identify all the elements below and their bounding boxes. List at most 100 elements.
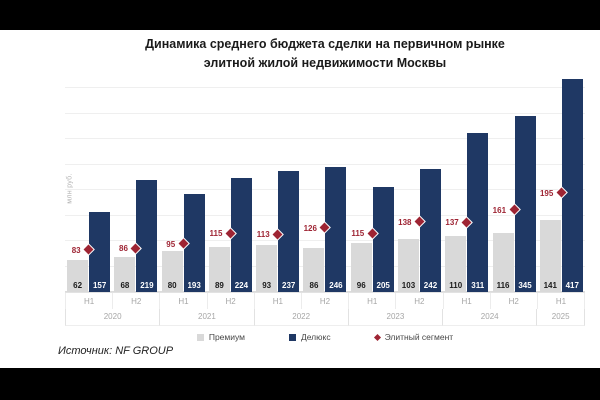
half-label-2020-H1: H1 bbox=[65, 293, 114, 309]
letterbox-top bbox=[0, 0, 600, 30]
elite-value-label: 126 bbox=[303, 223, 317, 233]
deluxe-bar: 237 bbox=[278, 171, 300, 292]
bars-pair: 103 242 bbox=[396, 168, 443, 292]
bar-group-2021-H2: 89 224 115 bbox=[207, 57, 254, 292]
bars-pair: 96 205 bbox=[349, 187, 396, 292]
premium-bar-value: 141 bbox=[543, 281, 557, 290]
deluxe-bar: 224 bbox=[230, 177, 252, 292]
deluxe-bar: 246 bbox=[325, 166, 347, 292]
letterbox-bottom bbox=[0, 368, 600, 400]
premium-bar-value: 62 bbox=[73, 281, 83, 290]
bar-group-2022-H2: 86 246 126 bbox=[301, 57, 348, 292]
elite-value-label: 138 bbox=[398, 217, 412, 227]
bars-pair: 93 237 bbox=[254, 171, 301, 292]
deluxe-swatch-icon bbox=[288, 333, 296, 341]
premium-bar: 103 bbox=[397, 239, 419, 292]
chart-title: Динамика среднего бюджета сделки на перв… bbox=[65, 35, 585, 74]
premium-bar: 96 bbox=[350, 243, 372, 292]
year-label-2025: 2025 bbox=[537, 309, 585, 326]
bars-pair: 62 157 bbox=[65, 211, 112, 292]
half-label-2021-H2: H2 bbox=[208, 293, 255, 309]
bar-group-2021-H1: 80 193 95 bbox=[160, 57, 207, 292]
premium-bar: 80 bbox=[161, 251, 183, 292]
bar-group-2024-H2: 116 345 161 bbox=[490, 57, 537, 292]
deluxe-bar: 205 bbox=[372, 187, 394, 292]
gridline-150 bbox=[65, 214, 585, 216]
legend-elite-label: Элитный сегмент bbox=[384, 332, 454, 342]
x-axis-half-row: H1 H2 H1 H2 H1 H2 H1 H2 H1 H2 H1 bbox=[65, 292, 586, 309]
legend: Премиум Делюкс Элитный сегмент bbox=[65, 332, 585, 342]
half-label-2021-H1: H1 bbox=[160, 293, 208, 309]
deluxe-bar: 345 bbox=[514, 116, 536, 292]
deluxe-bar-value: 237 bbox=[282, 281, 296, 290]
elite-value-label: 115 bbox=[351, 229, 365, 239]
deluxe-bar-value: 242 bbox=[423, 281, 438, 290]
premium-bar: 110 bbox=[445, 235, 467, 292]
source-note: Источник: NF GROUP bbox=[58, 345, 174, 357]
bars-pair: 80 193 bbox=[160, 193, 207, 292]
premium-bar-value: 103 bbox=[401, 281, 416, 290]
deluxe-bar: 417 bbox=[561, 79, 583, 292]
legend-item-deluxe: Делюкс bbox=[288, 332, 331, 342]
year-label-2024: 2024 bbox=[443, 309, 538, 326]
deluxe-bar: 311 bbox=[467, 133, 489, 292]
bar-group-2020-H2: 68 219 86 bbox=[112, 57, 159, 292]
half-label-2024-H1: H1 bbox=[444, 293, 491, 309]
bar-group-2025-H1: 141 417 195 bbox=[538, 57, 585, 292]
elite-value-label: 195 bbox=[539, 188, 554, 198]
elite-value-label: 86 bbox=[119, 244, 128, 254]
gridline-350 bbox=[65, 112, 585, 114]
bars-pair: 110 311 bbox=[443, 133, 490, 292]
deluxe-bar-value: 224 bbox=[234, 281, 249, 290]
bars-pair: 86 246 bbox=[301, 166, 348, 292]
year-label-2022: 2022 bbox=[254, 309, 349, 326]
premium-bar: 62 bbox=[67, 260, 89, 292]
bar-group-2020-H1: 62 157 83 bbox=[65, 57, 112, 292]
gridline-250 bbox=[65, 163, 585, 165]
premium-bar: 93 bbox=[256, 244, 278, 292]
premium-bar: 116 bbox=[492, 232, 514, 292]
deluxe-bar-value: 417 bbox=[565, 281, 579, 290]
chart-title-line2: элитной жилой недвижимости Москвы bbox=[203, 56, 447, 71]
legend-item-elite: Элитный сегмент bbox=[373, 332, 454, 342]
legend-deluxe-label: Делюкс bbox=[300, 332, 331, 342]
gridline-100 bbox=[65, 240, 585, 241]
bar-group-2023-H1: 96 205 115 bbox=[349, 57, 396, 292]
x-axis: H1 H2 H1 H2 H1 H2 H1 H2 H1 H2 H1 2020 2021 2022 2023 2… bbox=[65, 292, 586, 326]
deluxe-bar-value: 193 bbox=[187, 281, 201, 290]
legend-premium-label: Премиум bbox=[208, 332, 245, 342]
deluxe-bar: 219 bbox=[136, 180, 158, 292]
deluxe-bar-value: 157 bbox=[92, 281, 107, 290]
deluxe-bar: 242 bbox=[419, 168, 441, 292]
bar-groups: 62 157 83 68 219 86 80 193 95 89 224 115 93 237 113 86 2… bbox=[65, 57, 585, 292]
premium-bar-value: 93 bbox=[262, 281, 272, 290]
deluxe-bar-value: 219 bbox=[140, 281, 154, 290]
elite-value-label: 113 bbox=[256, 230, 270, 240]
bar-group-2024-H1: 110 311 137 bbox=[443, 57, 490, 292]
elite-value-label: 83 bbox=[71, 245, 81, 255]
half-label-2025-H1: H1 bbox=[538, 293, 586, 309]
chart-title-line1: Динамика среднего бюджета сделки на перв… bbox=[145, 37, 505, 51]
half-label-2024-H2: H2 bbox=[491, 293, 538, 309]
premium-bar-value: 68 bbox=[120, 281, 130, 290]
bars-pair: 141 417 bbox=[538, 79, 585, 292]
half-label-2020-H2: H2 bbox=[113, 293, 161, 309]
year-label-2023: 2023 bbox=[348, 309, 444, 326]
half-label-2022-H2: H2 bbox=[302, 293, 350, 309]
bar-group-2023-H2: 103 242 138 bbox=[396, 57, 443, 292]
gridline-200 bbox=[65, 189, 585, 190]
gridline-300 bbox=[65, 138, 585, 139]
half-label-2022-H1: H1 bbox=[255, 293, 302, 309]
deluxe-bar-value: 345 bbox=[518, 281, 532, 290]
half-label-2023-H2: H2 bbox=[396, 293, 444, 309]
elite-diamond-icon bbox=[373, 333, 381, 341]
x-axis-year-row: 2020 2021 2022 2023 2024 2025 bbox=[65, 309, 585, 326]
elite-value-label: 161 bbox=[492, 205, 507, 215]
deluxe-bar: 193 bbox=[183, 193, 205, 292]
premium-bar-value: 116 bbox=[496, 281, 510, 290]
premium-bar: 68 bbox=[114, 257, 136, 292]
elite-value-label: 137 bbox=[445, 218, 459, 228]
half-label-2023-H1: H1 bbox=[349, 293, 397, 309]
premium-bar-value: 80 bbox=[167, 281, 177, 290]
